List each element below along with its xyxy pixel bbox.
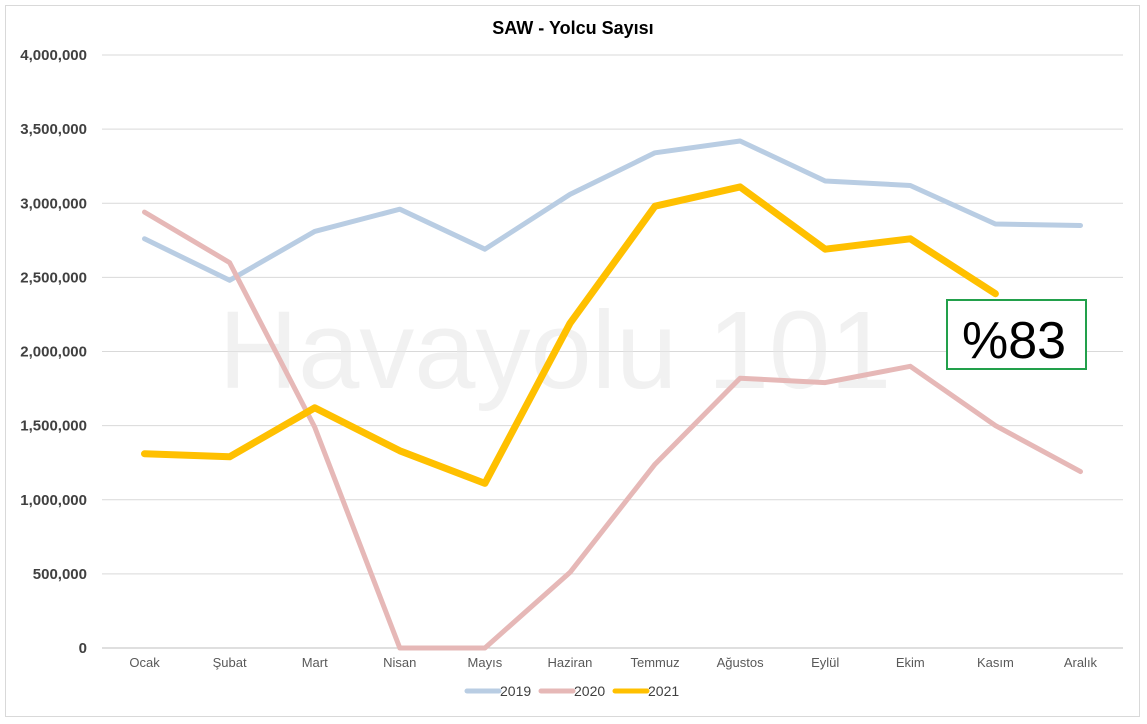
y-tick-label: 0 <box>79 640 87 657</box>
y-tick-label: 2,500,000 <box>20 269 87 286</box>
x-tick-label: Aralık <box>1064 655 1098 670</box>
legend-label-2021: 2021 <box>648 683 679 699</box>
chart-title: SAW - Yolcu Sayısı <box>492 18 653 38</box>
percent-badge-text: %83 <box>962 312 1066 370</box>
x-tick-label: Kasım <box>977 655 1014 670</box>
percent-badge-box <box>946 299 1087 370</box>
x-tick-label: Ocak <box>129 655 160 670</box>
series-line-2020 <box>142 209 1083 651</box>
x-tick-label: Ağustos <box>717 655 764 670</box>
x-tick-label: Nisan <box>383 655 416 670</box>
x-tick-label: Şubat <box>213 655 247 670</box>
legend-label-2019: 2019 <box>500 683 531 699</box>
x-tick-label: Ekim <box>896 655 925 670</box>
y-axis-ticks: 0 500,000 1,000,000 1,500,000 2,000,000 2,500… <box>20 47 87 657</box>
x-axis-ticks: Ocak Şubat Mart Nisan Mayıs Haziran Temmuz Ağus… <box>129 655 1097 670</box>
legend: 2019 2020 2021 <box>464 683 679 699</box>
legend-label-2020: 2020 <box>574 683 605 699</box>
y-tick-label: 3,000,000 <box>20 195 87 212</box>
y-tick-label: 500,000 <box>33 566 87 583</box>
y-tick-label: 2,000,000 <box>20 344 87 361</box>
x-tick-label: Mart <box>302 655 328 670</box>
x-tick-label: Temmuz <box>630 655 679 670</box>
y-tick-label: 4,000,000 <box>20 47 87 64</box>
series-lines <box>141 138 1083 651</box>
y-tick-label: 3,500,000 <box>20 121 87 138</box>
x-tick-label: Haziran <box>548 655 593 670</box>
percent-badge: %83 <box>946 299 1087 370</box>
x-tick-label: Eylül <box>811 655 839 670</box>
series-line-2019 <box>142 138 1083 283</box>
x-tick-label: Mayıs <box>468 655 503 670</box>
y-tick-label: 1,500,000 <box>20 418 87 435</box>
y-tick-label: 1,000,000 <box>20 492 87 509</box>
series-line-2021 <box>141 183 999 487</box>
